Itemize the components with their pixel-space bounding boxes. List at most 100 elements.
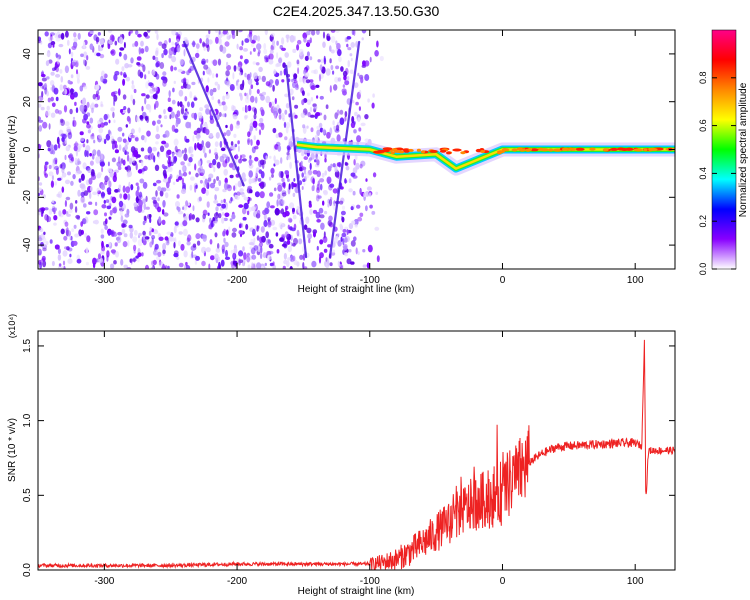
heatmap-speckle — [186, 84, 191, 90]
heatmap-speckle — [333, 200, 336, 206]
heatmap-speckle — [164, 142, 169, 148]
heatmap-speckle — [309, 162, 312, 171]
heatmap-speckle — [256, 225, 259, 232]
heatmap-speckle — [247, 264, 251, 269]
heatmap-speckle — [145, 206, 150, 210]
heatmap-speckle — [330, 49, 335, 54]
heatmap-speckle — [117, 156, 121, 164]
heatmap-speckle — [236, 191, 241, 196]
heatmap-speckle — [190, 176, 195, 181]
heatmap-speckle — [249, 51, 252, 55]
heatmap-speckle — [245, 223, 249, 230]
heatmap-speckle — [192, 243, 197, 248]
heatmap-speckle — [265, 95, 271, 104]
heatmap-speckle — [172, 87, 175, 93]
heatmap-speckle — [109, 209, 113, 216]
heatmap-speckle — [339, 200, 344, 205]
heatmap-speckle — [127, 240, 130, 247]
heatmap-speckle — [173, 138, 179, 146]
heatmap-speckle — [315, 194, 320, 202]
heatmap-speckle — [156, 179, 162, 184]
heatmap-speckle — [51, 175, 55, 181]
heatmap-speckle — [153, 230, 159, 235]
heatmap-speckle — [303, 266, 308, 269]
heatmap-speckle — [284, 109, 288, 115]
heatmap-speckle — [233, 253, 236, 258]
heatmap-speckle — [155, 62, 160, 68]
heatmap-speckle — [280, 223, 286, 228]
heatmap-speckle — [257, 177, 262, 182]
heatmap-speckle — [287, 257, 291, 261]
heatmap-speckle — [161, 164, 165, 169]
heatmap-speckle — [281, 243, 287, 247]
heatmap-speckle — [259, 106, 264, 113]
heatmap-speckle — [168, 47, 174, 56]
heatmap-speckle — [67, 79, 71, 84]
heatmap-speckle — [117, 136, 123, 143]
x-tick-label: -200 — [227, 275, 247, 286]
heatmap-speckle — [242, 106, 246, 112]
heatmap-speckle — [246, 210, 250, 216]
heatmap-speckle — [214, 154, 219, 160]
heatmap-speckle — [264, 207, 270, 215]
heatmap-speckle — [228, 163, 234, 168]
heatmap-speckle — [66, 128, 72, 133]
heatmap-speckle — [218, 112, 222, 117]
heatmap-speckle — [249, 242, 255, 246]
heatmap-speckle — [325, 104, 329, 109]
heatmap-speckle — [201, 118, 204, 125]
heatmap-speckle — [126, 208, 130, 216]
heatmap-speckle — [85, 247, 89, 254]
heatmap-speckle — [144, 236, 150, 240]
heatmap-speckle — [256, 89, 260, 94]
heatmap-speckle — [174, 221, 179, 226]
heatmap-speckle — [226, 35, 230, 40]
heatmap-speckle — [138, 127, 141, 133]
spectrogram-heatmap — [38, 30, 675, 269]
colorbar: 0.0 0.2 0.4 0.6 0.8 Normalized spectral ampl… — [698, 29, 749, 275]
heatmap-speckle — [266, 201, 271, 209]
heatmap-speckle — [265, 231, 270, 239]
heatmap-speckle — [44, 31, 49, 37]
heatmap-speckle — [70, 74, 74, 79]
heatmap-speckle — [162, 243, 167, 251]
heatmap-speckle — [336, 109, 340, 116]
heatmap-speckle — [86, 101, 90, 108]
heatmap-speckle — [212, 87, 217, 93]
heatmap-speckle — [322, 236, 328, 243]
heatmap-speckle — [130, 184, 134, 191]
heatmap-speckle — [43, 231, 46, 235]
heatmap-speckle — [348, 178, 352, 184]
heatmap-speckle — [144, 45, 149, 53]
heatmap-speckle — [344, 111, 348, 118]
heatmap-speckle — [130, 94, 134, 102]
heatmap-speckle — [260, 226, 265, 233]
heatmap-speckle — [168, 155, 171, 162]
heatmap-speckle — [155, 73, 160, 80]
heatmap-speckle — [292, 48, 297, 54]
heatmap-speckle — [197, 112, 203, 119]
heatmap-speckle — [216, 161, 221, 169]
heatmap-speckle — [201, 260, 206, 267]
heatmap-speckle — [305, 65, 310, 71]
heatmap-speckle — [256, 235, 260, 241]
heatmap-speckle — [353, 129, 357, 134]
heatmap-speckle — [332, 70, 335, 75]
heatmap-speckle — [282, 62, 286, 69]
heatmap-speckle — [249, 30, 253, 35]
heatmap-speckle — [251, 206, 256, 212]
heatmap-speckle — [80, 221, 84, 227]
heatmap-speckle — [248, 170, 253, 178]
heatmap-speckle — [114, 40, 118, 46]
heatmap-speckle — [214, 30, 219, 33]
heatmap-speckle — [376, 255, 380, 263]
heatmap-speckle — [64, 246, 69, 250]
heatmap-speckle — [181, 78, 187, 84]
heatmap-speckle — [274, 159, 280, 166]
heatmap-speckle — [154, 30, 157, 34]
heatmap-speckle — [231, 232, 237, 238]
heatmap-speckle — [54, 244, 60, 250]
heatmap-speckle — [97, 32, 101, 36]
heatmap-speckle — [88, 177, 93, 185]
heatmap-speckle — [143, 31, 148, 37]
